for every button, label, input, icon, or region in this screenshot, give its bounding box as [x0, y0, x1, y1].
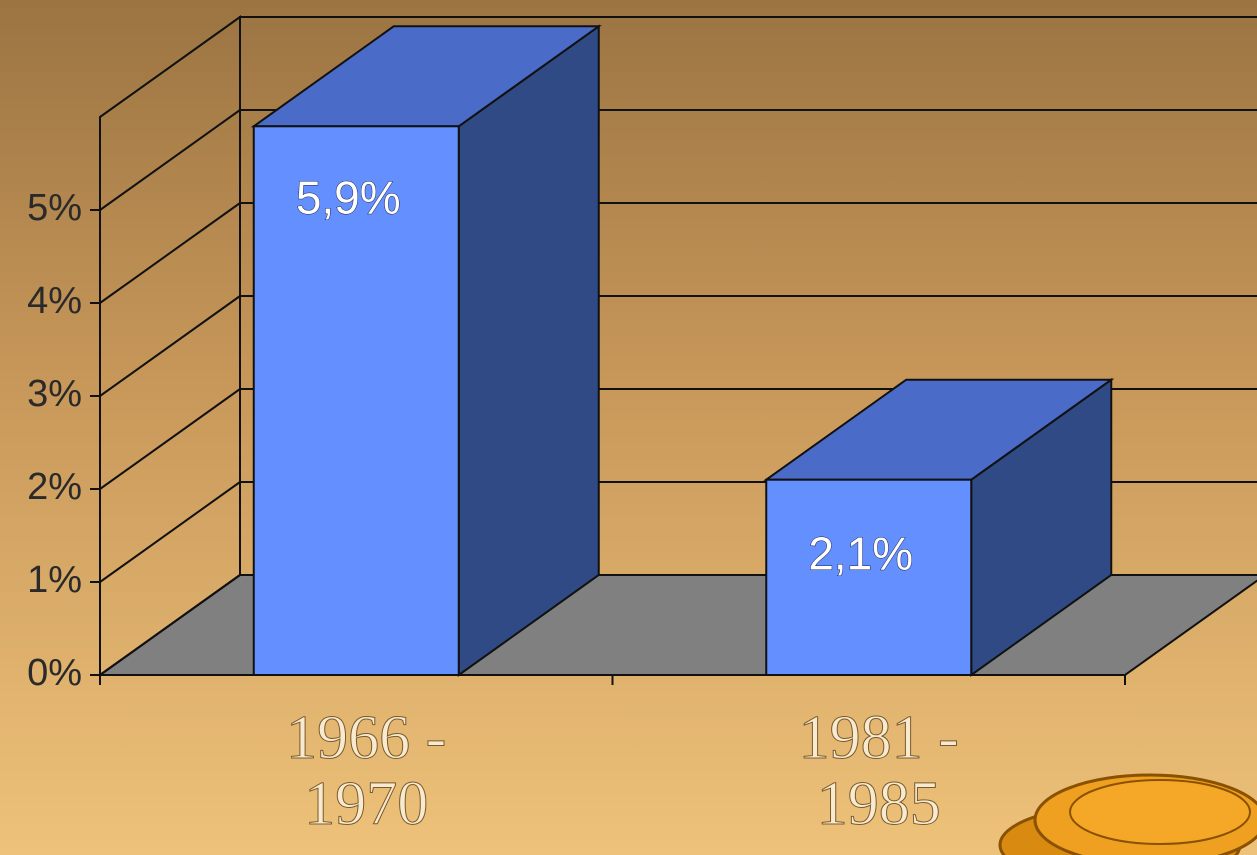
grid-line — [100, 482, 240, 582]
x-tick-label: 1966 - 1970 — [256, 705, 476, 837]
bar-side — [459, 26, 599, 675]
grid-line — [100, 203, 240, 303]
grid-line — [100, 110, 240, 210]
value-label: 2,1% — [808, 528, 913, 580]
grid-line — [100, 296, 240, 396]
value-label: 5,9% — [296, 171, 401, 223]
y-tick-label: 2% — [27, 466, 82, 508]
y-tick-label: 1% — [27, 559, 82, 601]
chart: 0% 1% 2% 3% 4% 5% 5,9% 2,1% — [0, 0, 1257, 855]
y-tick-label: 3% — [27, 373, 82, 415]
y-tick-label: 5% — [27, 187, 82, 229]
y-tick-label: 4% — [27, 280, 82, 322]
coins — [1000, 775, 1257, 855]
slide: 0% 1% 2% 3% 4% 5% 5,9% 2,1% 1966 - 1970 1981 - 1… — [0, 0, 1257, 855]
y-tick-label: 0% — [27, 652, 82, 694]
x-tick-label: 1981 - 1985 — [769, 705, 989, 837]
grid-line — [100, 389, 240, 489]
